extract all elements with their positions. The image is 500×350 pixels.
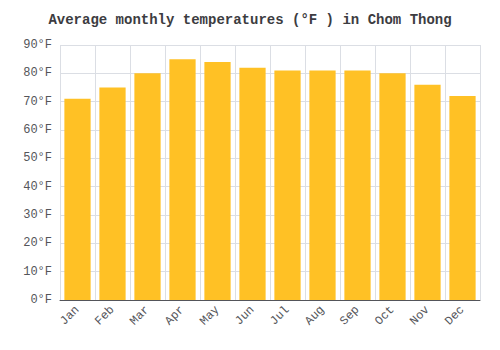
svg-text:Average monthly temperatures (: Average monthly temperatures (°F ) in Ch… [48,12,451,28]
svg-text:40°F: 40°F [23,180,52,194]
svg-text:50°F: 50°F [23,151,52,165]
svg-text:90°F: 90°F [23,38,52,52]
svg-text:Nov: Nov [407,303,432,328]
svg-text:Jun: Jun [232,303,257,328]
svg-text:60°F: 60°F [23,123,52,137]
svg-text:Apr: Apr [162,303,187,328]
svg-text:Jan: Jan [57,303,82,328]
svg-text:Mar: Mar [127,303,152,328]
svg-text:80°F: 80°F [23,66,52,80]
svg-text:Aug: Aug [302,303,327,328]
svg-text:Oct: Oct [372,303,397,328]
svg-text:20°F: 20°F [23,236,52,250]
svg-text:May: May [197,303,222,328]
svg-text:30°F: 30°F [23,208,52,222]
svg-text:Feb: Feb [92,303,117,328]
svg-text:10°F: 10°F [23,265,52,279]
svg-text:Sep: Sep [337,303,362,328]
svg-text:70°F: 70°F [23,95,52,109]
svg-text:Jul: Jul [267,303,292,328]
svg-text:Dec: Dec [442,303,467,328]
svg-text:0°F: 0°F [30,293,52,307]
